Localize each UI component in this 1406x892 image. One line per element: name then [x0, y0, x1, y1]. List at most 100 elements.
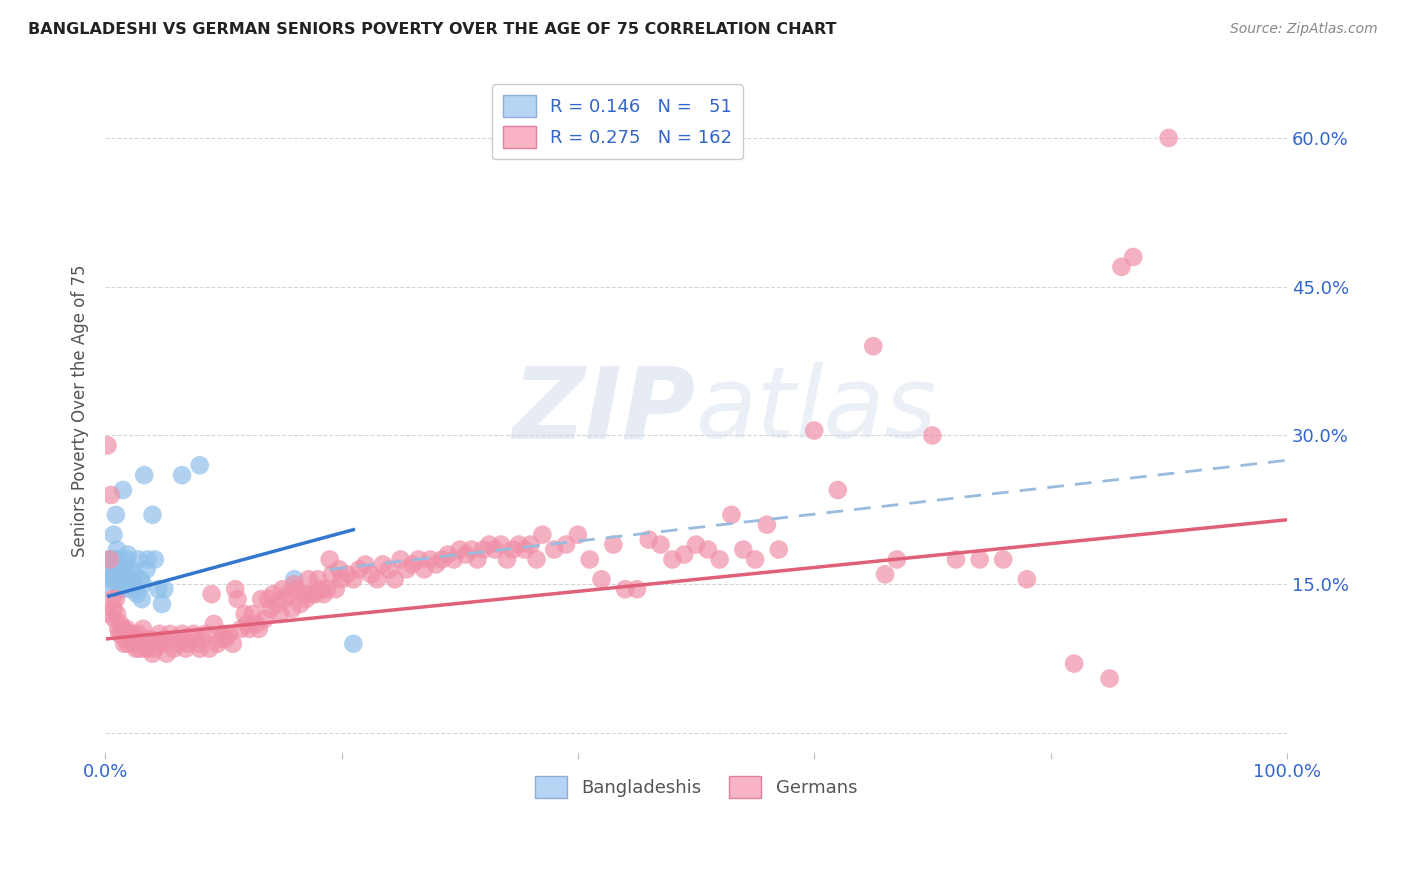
Point: [285, 582, 308, 597]
Point: [430, 552, 453, 566]
Point: [122, 637, 145, 651]
Point: [321, 567, 343, 582]
Point: [111, 627, 134, 641]
Point: [150, 637, 173, 651]
Point: [316, 582, 339, 597]
Point: [408, 552, 430, 566]
Point: [384, 572, 406, 586]
Point: [389, 552, 412, 566]
Point: [191, 632, 214, 646]
Point: [212, 627, 235, 641]
Point: [128, 641, 150, 656]
Point: [202, 616, 225, 631]
Point: [378, 562, 401, 576]
Point: [342, 572, 364, 586]
Point: [110, 562, 132, 576]
Point: [148, 582, 170, 597]
Point: [366, 572, 388, 586]
Point: [111, 582, 134, 597]
Point: [295, 592, 318, 607]
Point: [720, 508, 742, 522]
Point: [250, 592, 273, 607]
Point: [101, 592, 124, 607]
Point: [472, 542, 495, 557]
Point: [827, 483, 849, 497]
Point: [626, 582, 648, 597]
Point: [101, 552, 124, 566]
Point: [143, 641, 166, 656]
Point: [111, 483, 134, 497]
Point: [233, 607, 256, 621]
Point: [118, 632, 141, 646]
Point: [100, 488, 122, 502]
Point: [101, 582, 124, 597]
Point: [104, 562, 127, 576]
Point: [125, 641, 148, 656]
Point: [124, 637, 146, 651]
Point: [129, 637, 152, 651]
Point: [531, 527, 554, 541]
Point: [685, 538, 707, 552]
Point: [803, 424, 825, 438]
Point: [183, 627, 205, 641]
Point: [125, 582, 148, 597]
Point: [107, 622, 129, 636]
Point: [349, 562, 371, 576]
Point: [247, 622, 270, 636]
Point: [107, 572, 129, 586]
Text: BANGLADESHI VS GERMAN SENIORS POVERTY OVER THE AGE OF 75 CORRELATION CHART: BANGLADESHI VS GERMAN SENIORS POVERTY OV…: [28, 22, 837, 37]
Point: [309, 582, 332, 597]
Point: [200, 587, 222, 601]
Point: [129, 572, 152, 586]
Point: [108, 552, 131, 566]
Point: [170, 468, 193, 483]
Legend: Bangladeshis, Germans: Bangladeshis, Germans: [527, 769, 865, 805]
Point: [969, 552, 991, 566]
Point: [141, 508, 163, 522]
Point: [454, 548, 477, 562]
Text: Source: ZipAtlas.com: Source: ZipAtlas.com: [1230, 22, 1378, 37]
Point: [112, 637, 135, 651]
Point: [222, 637, 245, 651]
Point: [336, 567, 359, 582]
Text: ZIP: ZIP: [513, 362, 696, 459]
Point: [328, 562, 350, 576]
Point: [543, 542, 565, 557]
Point: [744, 552, 766, 566]
Point: [1157, 131, 1180, 145]
Point: [1098, 672, 1121, 686]
Point: [242, 607, 264, 621]
Point: [121, 632, 143, 646]
Point: [277, 587, 299, 601]
Point: [768, 542, 790, 557]
Point: [179, 632, 201, 646]
Point: [1122, 250, 1144, 264]
Point: [194, 627, 217, 641]
Point: [354, 558, 377, 572]
Point: [209, 632, 232, 646]
Point: [118, 627, 141, 641]
Point: [118, 582, 141, 597]
Point: [134, 641, 156, 656]
Point: [266, 597, 288, 611]
Point: [449, 542, 471, 557]
Point: [257, 592, 280, 607]
Point: [661, 552, 683, 566]
Point: [508, 538, 530, 552]
Point: [283, 572, 305, 586]
Point: [163, 641, 186, 656]
Point: [136, 641, 159, 656]
Point: [395, 562, 418, 576]
Point: [108, 627, 131, 641]
Point: [135, 637, 157, 651]
Point: [170, 627, 193, 641]
Point: [513, 542, 536, 557]
Point: [114, 572, 136, 586]
Point: [188, 641, 211, 656]
Text: atlas: atlas: [696, 362, 938, 459]
Point: [124, 567, 146, 582]
Point: [229, 622, 252, 636]
Point: [143, 552, 166, 566]
Point: [921, 428, 943, 442]
Point: [103, 602, 125, 616]
